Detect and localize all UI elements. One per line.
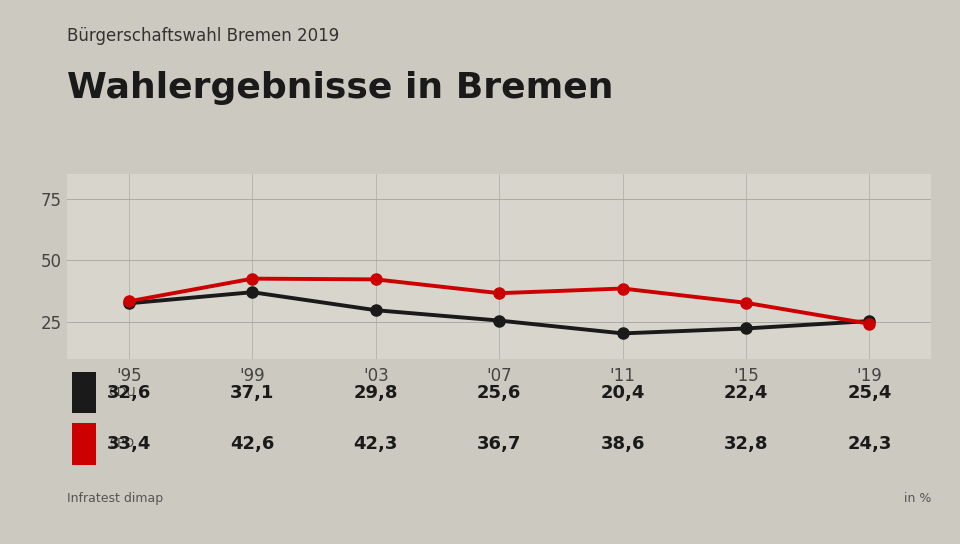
Text: 25,6: 25,6 xyxy=(477,384,521,402)
Text: 37,1: 37,1 xyxy=(230,384,275,402)
Text: Infratest dimap: Infratest dimap xyxy=(67,492,163,504)
Text: 22,4: 22,4 xyxy=(724,384,768,402)
Text: in %: in % xyxy=(903,492,931,504)
Bar xyxy=(71,423,96,465)
Text: 33,4: 33,4 xyxy=(107,435,151,453)
Text: SPD: SPD xyxy=(108,437,133,450)
Text: 24,3: 24,3 xyxy=(848,435,892,453)
Text: 42,6: 42,6 xyxy=(230,435,275,453)
Text: Wahlergebnisse in Bremen: Wahlergebnisse in Bremen xyxy=(67,71,613,105)
Text: 32,6: 32,6 xyxy=(107,384,151,402)
Text: Bürgerschaftswahl Bremen 2019: Bürgerschaftswahl Bremen 2019 xyxy=(67,27,340,45)
Text: 25,4: 25,4 xyxy=(848,384,892,402)
Bar xyxy=(71,372,96,413)
Text: 36,7: 36,7 xyxy=(477,435,521,453)
Text: 38,6: 38,6 xyxy=(600,435,645,453)
Text: 29,8: 29,8 xyxy=(353,384,398,402)
Text: 32,8: 32,8 xyxy=(724,435,768,453)
Text: 42,3: 42,3 xyxy=(353,435,398,453)
Text: 20,4: 20,4 xyxy=(600,384,645,402)
Text: CDU: CDU xyxy=(108,386,136,399)
